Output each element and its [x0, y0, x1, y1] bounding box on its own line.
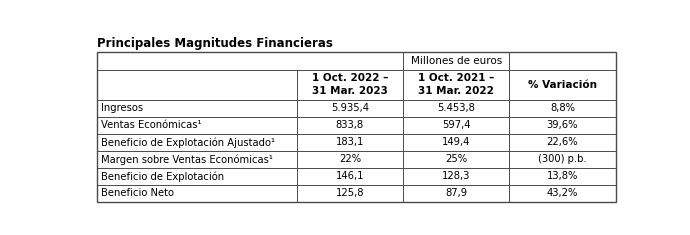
Text: 22,6%: 22,6% [546, 137, 578, 147]
Text: Ventas Económicas¹: Ventas Económicas¹ [101, 120, 201, 130]
Text: 125,8: 125,8 [335, 188, 364, 198]
Text: 43,2%: 43,2% [546, 188, 578, 198]
Text: 8,8%: 8,8% [550, 103, 575, 113]
Bar [97, 52, 615, 202]
Text: % Variación: % Variación [528, 80, 597, 90]
Text: Beneficio de Explotación Ajustado¹: Beneficio de Explotación Ajustado¹ [101, 137, 275, 148]
Text: 1 Oct. 2022 –
31 Mar. 2023: 1 Oct. 2022 – 31 Mar. 2023 [312, 73, 388, 96]
Text: Beneficio Neto: Beneficio Neto [101, 188, 174, 198]
Text: Principales Magnitudes Financieras: Principales Magnitudes Financieras [97, 37, 333, 50]
Text: Ingresos: Ingresos [101, 103, 143, 113]
Text: 597,4: 597,4 [442, 120, 471, 130]
Text: Millones de euros: Millones de euros [411, 56, 502, 66]
Text: 13,8%: 13,8% [546, 171, 578, 181]
Text: 183,1: 183,1 [335, 137, 364, 147]
Text: 833,8: 833,8 [336, 120, 364, 130]
Text: 22%: 22% [339, 154, 361, 164]
Text: 149,4: 149,4 [442, 137, 471, 147]
Text: 87,9: 87,9 [445, 188, 467, 198]
Text: 128,3: 128,3 [442, 171, 471, 181]
Text: 5.935,4: 5.935,4 [331, 103, 369, 113]
Text: 39,6%: 39,6% [546, 120, 578, 130]
Text: (300) p.b.: (300) p.b. [538, 154, 586, 164]
Text: 5.453,8: 5.453,8 [437, 103, 475, 113]
Text: Beneficio de Explotación: Beneficio de Explotación [101, 171, 224, 182]
Text: 146,1: 146,1 [335, 171, 364, 181]
Text: Margen sobre Ventas Económicas¹: Margen sobre Ventas Económicas¹ [101, 154, 273, 164]
Text: 1 Oct. 2021 –
31 Mar. 2022: 1 Oct. 2021 – 31 Mar. 2022 [418, 73, 494, 96]
Text: 25%: 25% [445, 154, 467, 164]
